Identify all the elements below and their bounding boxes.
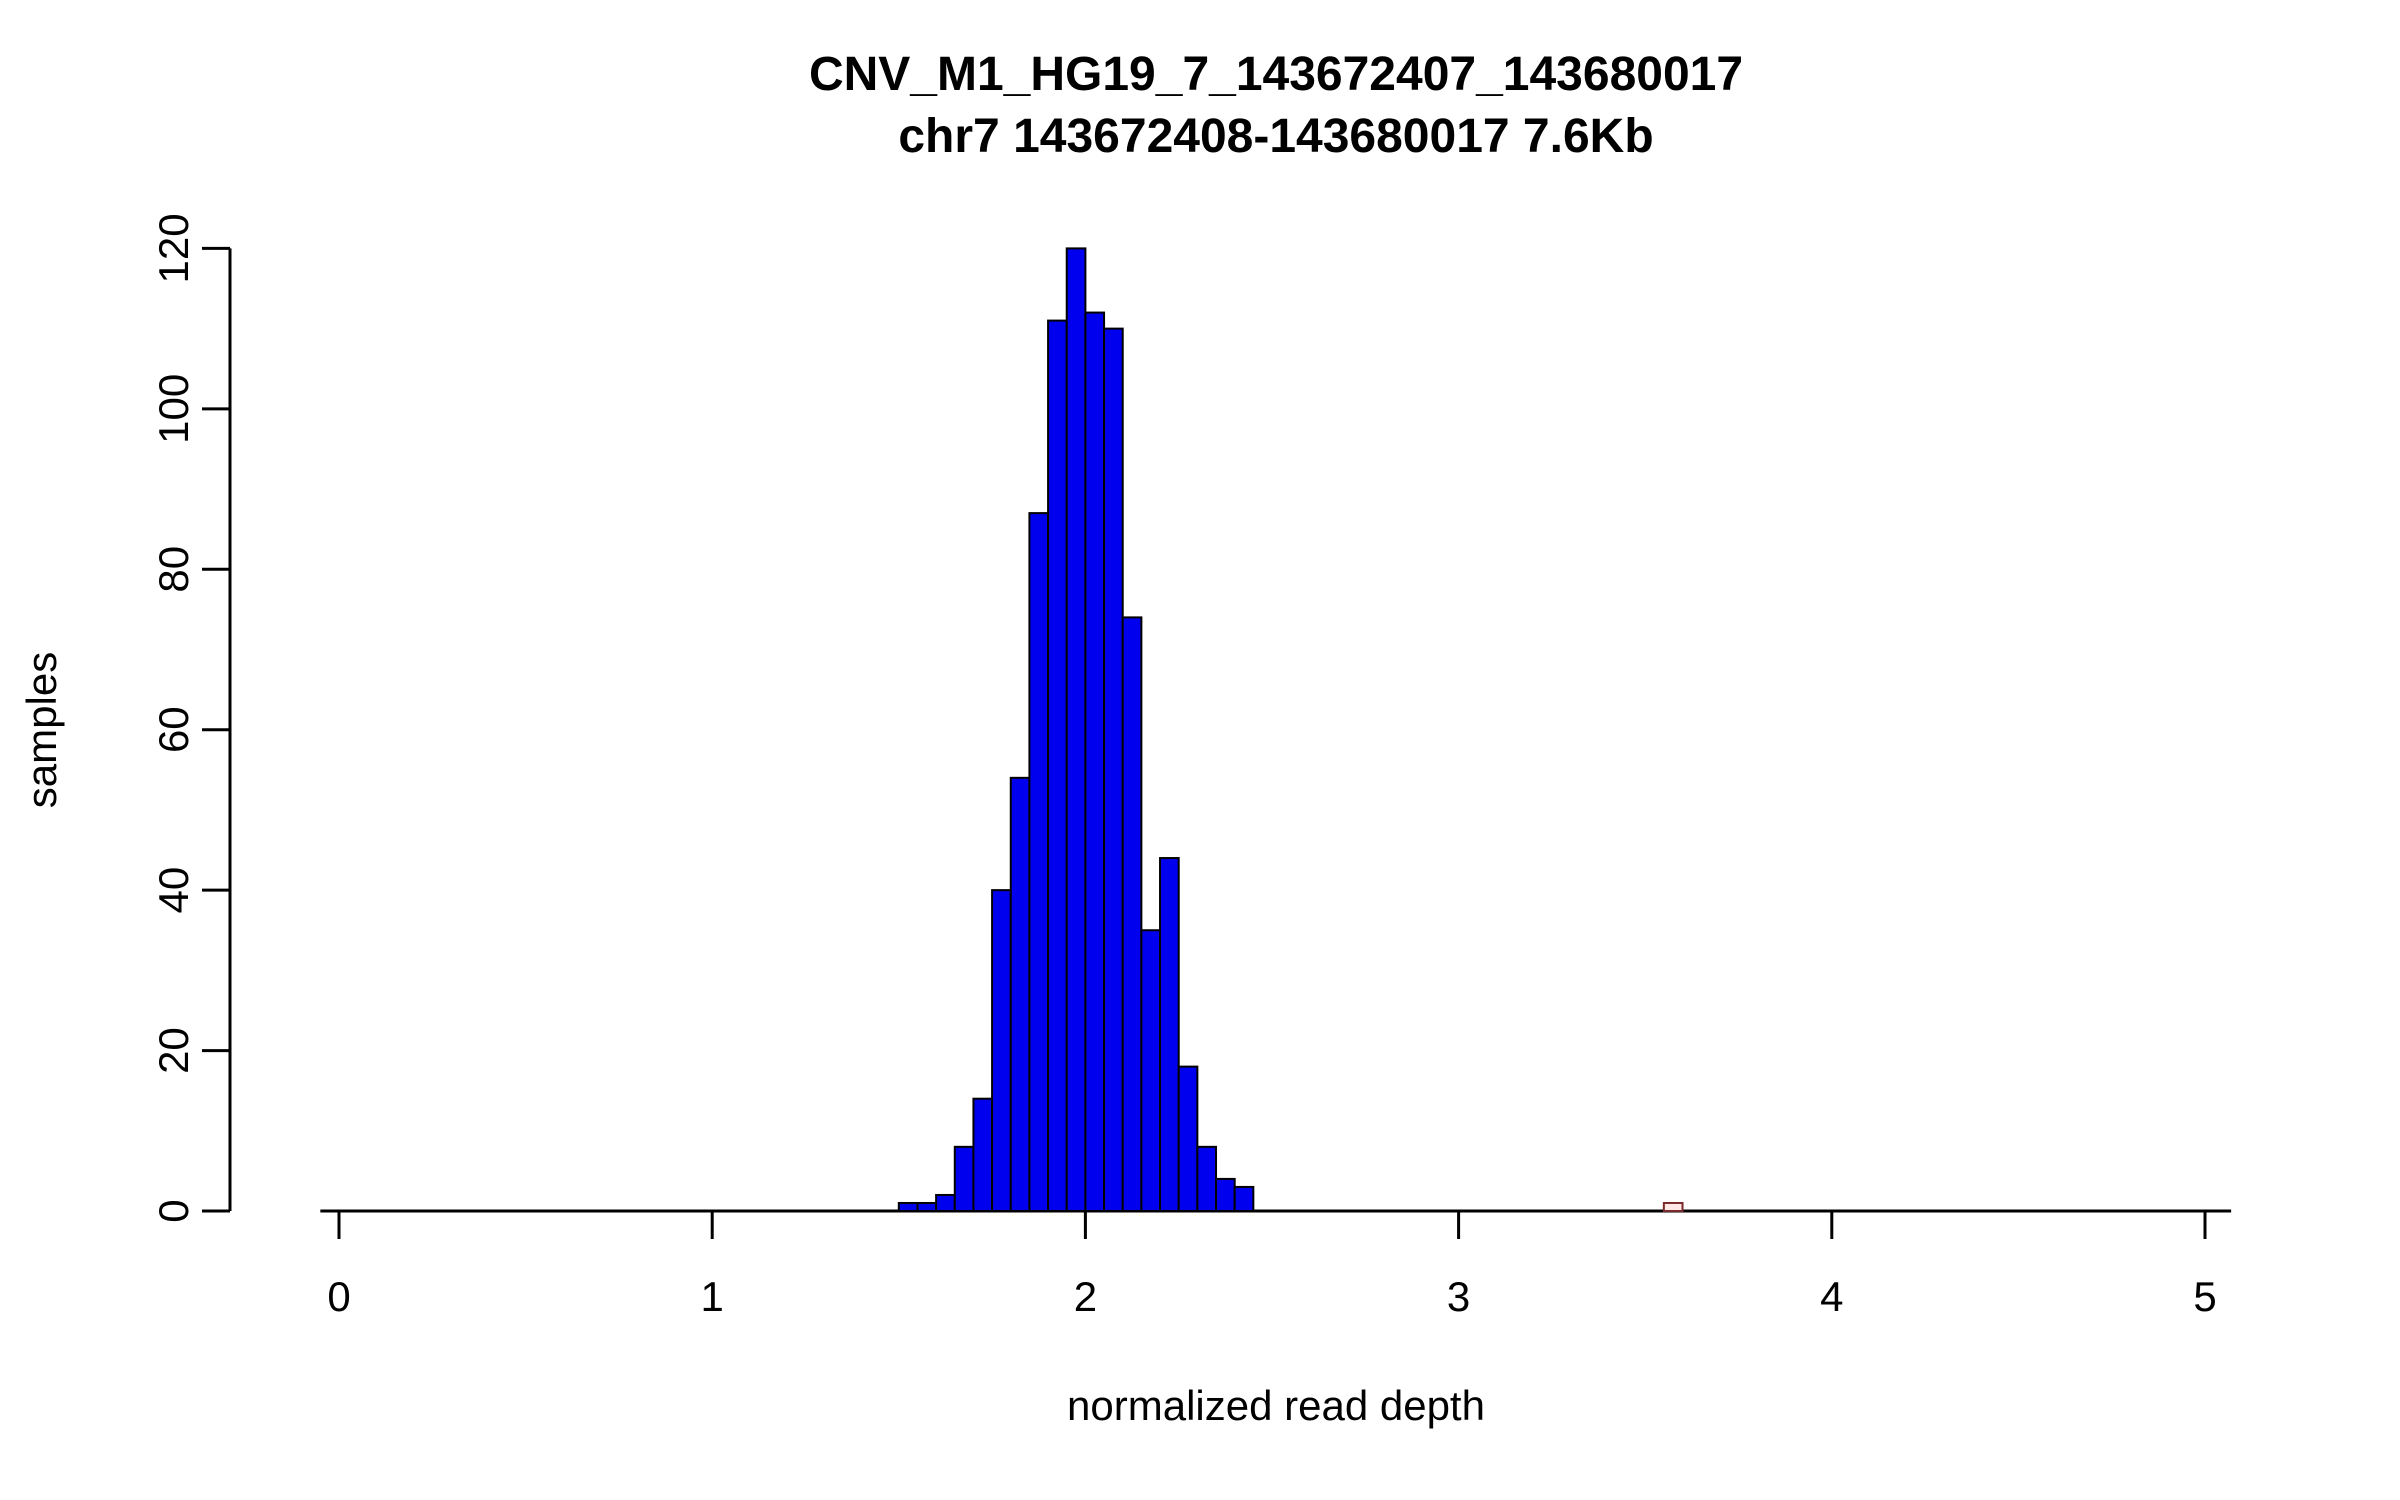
- histogram-bar: [1215, 1177, 1236, 1213]
- histogram-bar: [897, 1201, 919, 1212]
- histogram-bar: [1028, 512, 1050, 1212]
- x-tick-label: 4: [1820, 1273, 1843, 1320]
- histogram-bar: [1233, 1185, 1255, 1213]
- chart-title: CNV_M1_HG19_7_143672407_143680017: [808, 48, 1744, 101]
- x-tick-label: 5: [2193, 1273, 2216, 1320]
- y-tick-label: 100: [150, 374, 197, 444]
- histogram-bar: [1065, 247, 1087, 1212]
- histogram-bar: [991, 889, 1012, 1213]
- chart-title-block: CNV_M1_HG19_7_143672407_143680017 chr7 1…: [152, 44, 2400, 168]
- x-tick-label: 2: [1074, 1273, 1097, 1320]
- histogram-bar: [1177, 1065, 1199, 1212]
- y-tick-label: 60: [150, 706, 197, 753]
- y-tick-label: 0: [150, 1199, 197, 1222]
- y-tick-label: 80: [150, 546, 197, 593]
- x-tick-label: 0: [327, 1273, 350, 1320]
- histogram-bar: [935, 1193, 956, 1212]
- histogram-bar: [1047, 319, 1068, 1212]
- y-axis-label: samples: [18, 651, 65, 809]
- histogram-bar: [1196, 1145, 1218, 1213]
- histogram-bar: [916, 1201, 938, 1212]
- chart-subtitle: chr7 143672408-143680017 7.6Kb: [898, 110, 1654, 163]
- histogram-bar: [1159, 857, 1180, 1213]
- y-tick-label: 40: [150, 867, 197, 914]
- x-tick-label: 1: [701, 1273, 724, 1320]
- histogram-bar: [953, 1145, 975, 1213]
- histogram-bar: [1084, 311, 1106, 1213]
- histogram-bar: [1140, 929, 1162, 1212]
- histogram-bar: [1121, 616, 1143, 1212]
- histogram-bar: [1009, 776, 1031, 1212]
- y-tick-label: 20: [150, 1027, 197, 1074]
- x-tick-label: 3: [1447, 1273, 1470, 1320]
- histogram-bar: [972, 1097, 994, 1212]
- histogram-bar: [1103, 327, 1124, 1213]
- x-axis-label: normalized read depth: [1067, 1382, 1485, 1429]
- histogram-bar: [1662, 1201, 1684, 1212]
- y-tick-label: 120: [150, 213, 197, 283]
